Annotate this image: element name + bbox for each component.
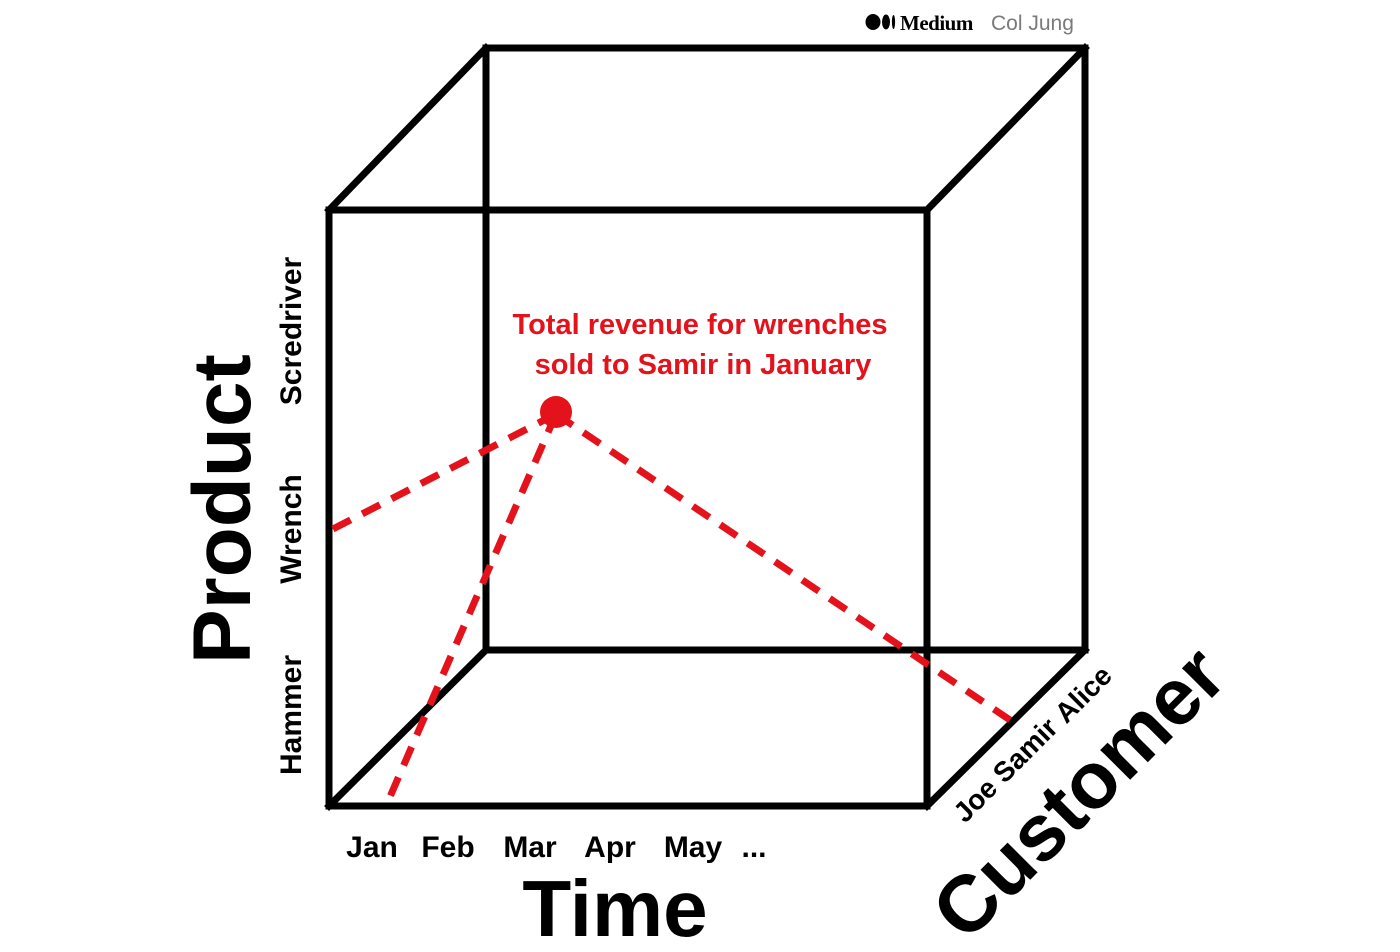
highlighted-cell-point [540, 396, 572, 428]
product-axis-title: Product [177, 354, 268, 664]
annotation-line-1: Total revenue for wrenches [513, 309, 888, 341]
time-tick-jan: Jan [346, 831, 398, 864]
cube-edge-bottom-left [324, 645, 491, 811]
product-tick-wrench: Wrench [275, 474, 308, 583]
product-tick-screwdriver: Scredriver [275, 256, 308, 405]
time-tick-apr: Apr [584, 831, 636, 864]
medium-logo-icon [865, 14, 896, 30]
cube-edge-top-left [324, 43, 491, 215]
time-tick-mar: Mar [503, 831, 557, 864]
publisher-name: Medium [900, 11, 974, 35]
time-tick-feb: Feb [421, 831, 474, 864]
time-axis-title: Time [522, 864, 707, 952]
time-tick-ellipsis: ... [741, 831, 766, 864]
product-tick-hammer: Hammer [275, 655, 308, 775]
time-tick-may: May [664, 831, 723, 864]
author-name: Col Jung [991, 12, 1074, 35]
projection-to-product-axis [329, 410, 558, 534]
brand-logo: Medium [865, 11, 974, 35]
annotation-line-2: sold to Samir in January [535, 349, 872, 381]
projection-to-customer-axis [554, 411, 1012, 723]
cube-edge-top-right [922, 43, 1090, 215]
highlight-projections [329, 410, 1012, 808]
cube-edge-bottom-right [922, 645, 1090, 811]
projection-to-time-axis [382, 412, 560, 808]
